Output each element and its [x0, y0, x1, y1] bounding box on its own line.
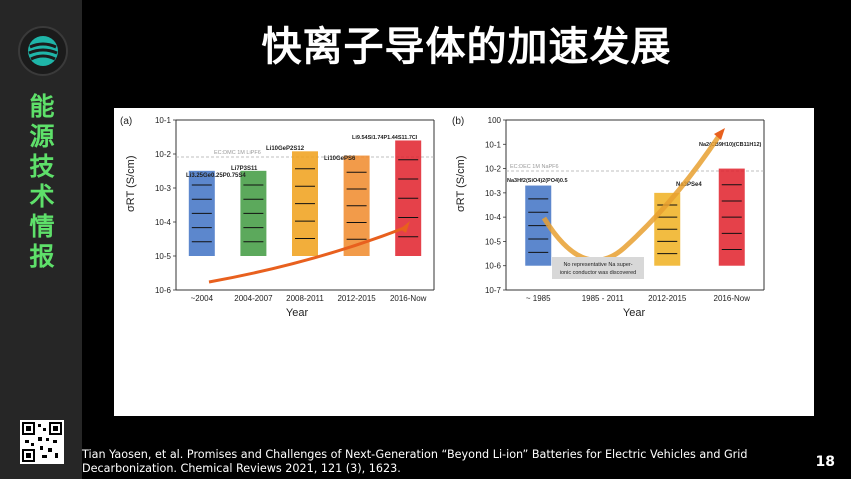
- panel-a-category-label: 2012-2015: [337, 294, 376, 303]
- panel-b-ytick-label: 10-2: [485, 165, 502, 174]
- panel-b-ytick-label: 100: [488, 116, 502, 125]
- page-number: 18: [815, 454, 835, 470]
- panel-a-compound-1: Li3.25Ge0.25P0.75S4: [186, 173, 246, 179]
- panel-a-compound-2: Li7P3S11: [231, 166, 258, 172]
- panel-a-category-label: 2016-Now: [390, 294, 427, 303]
- sidebar: 能 源 技 术 情 报: [0, 0, 82, 479]
- panel-a-ytick-label: 10-2: [155, 150, 172, 159]
- trend-arrow-head: [400, 221, 410, 233]
- sidebar-char: 情: [29, 212, 55, 241]
- trend-arrow: [208, 226, 405, 284]
- sidebar-char: 技: [29, 152, 55, 181]
- panel-a-ytick-label: 10-5: [155, 252, 172, 261]
- na-trend-arrow-head: [714, 128, 725, 140]
- sidebar-char: 源: [29, 122, 55, 151]
- citation: Tian Yaosen, et al. Promises and Challen…: [82, 448, 748, 475]
- panel-b-ref-line: EC:DEC 1M NaPF6: [510, 164, 559, 170]
- figure: (a) σRT (S/cm) Year EC:DMC 1M LiPF6 10-6…: [114, 108, 814, 416]
- panel-b-category-label: 1985 - 2011: [582, 294, 625, 303]
- panel-b-compound-2: Na3PSe4: [676, 182, 702, 188]
- panel-a-category-label: 2004-2007: [234, 294, 273, 303]
- sidebar-char: 术: [29, 182, 55, 211]
- panel-b-ytick-label: 10-1: [485, 140, 502, 149]
- globe-logo-icon: [18, 26, 68, 76]
- panel-a-ylabel: σRT (S/cm): [125, 156, 137, 213]
- panel-b-ytick-label: 10-7: [485, 286, 502, 295]
- sidebar-char: 能: [29, 92, 55, 121]
- panel-a-ytick-label: 10-6: [155, 286, 172, 295]
- panel-a-category-label: 2008-2011: [286, 294, 324, 303]
- annotation-box: [552, 257, 644, 279]
- qr-code-icon: [20, 420, 64, 464]
- panel-b-ylabel: σRT (S/cm): [455, 156, 467, 213]
- panel-b-label: (b): [452, 116, 464, 127]
- panel-a-category-label: ~2004: [191, 294, 214, 303]
- panel-b-category-label: 2016-Now: [714, 294, 751, 303]
- panel-b-ytick-label: 10-3: [485, 189, 502, 198]
- panel-a-compound-3: Li10GeP2S12: [266, 146, 305, 152]
- panel-a-compound-4: Li10GePS6: [324, 156, 356, 162]
- panel-b-compound-3: Na2(CB9H10)(CB11H12): [699, 142, 762, 148]
- panel-b-category-label: ~ 1985: [526, 294, 551, 303]
- panel-b-ytick-label: 10-6: [485, 262, 502, 271]
- panel-b-category-label: 2012-2015: [648, 294, 687, 303]
- panel-a-ytick-label: 10-4: [155, 218, 172, 227]
- panel-b-xlabel: Year: [623, 307, 646, 319]
- na-trend-curve: [541, 134, 722, 263]
- sidebar-char: 报: [29, 242, 55, 271]
- annotation-line-2: ionic conductor was discovered: [560, 270, 636, 276]
- panel-a-xlabel: Year: [286, 307, 309, 319]
- panel-b-ytick-label: 10-4: [485, 213, 502, 222]
- panel-a-ytick-label: 10-3: [155, 184, 172, 193]
- slide-title: 快离子导体的加速发展: [261, 24, 672, 70]
- panel-a-label: (a): [120, 116, 132, 127]
- slide-main: 快离子导体的加速发展 (a) σRT (S/cm) Year EC:DMC 1M…: [82, 0, 851, 479]
- panel-b-compound-1: Na3Hf2(SiO4)2(PO4)0.5: [507, 178, 568, 184]
- panel-b-ytick-label: 10-5: [485, 237, 502, 246]
- panel-a-ytick-label: 10-1: [155, 116, 172, 125]
- panel-a-compound-5: Li9.54Si1.74P1.44S11.7Cl: [352, 135, 418, 141]
- sidebar-vertical-label: 能 源 技 术 情 报: [27, 92, 57, 272]
- annotation-line-1: No representative Na super-: [563, 262, 632, 268]
- panel-a-ref-line: EC:DMC 1M LiPF6: [214, 150, 261, 156]
